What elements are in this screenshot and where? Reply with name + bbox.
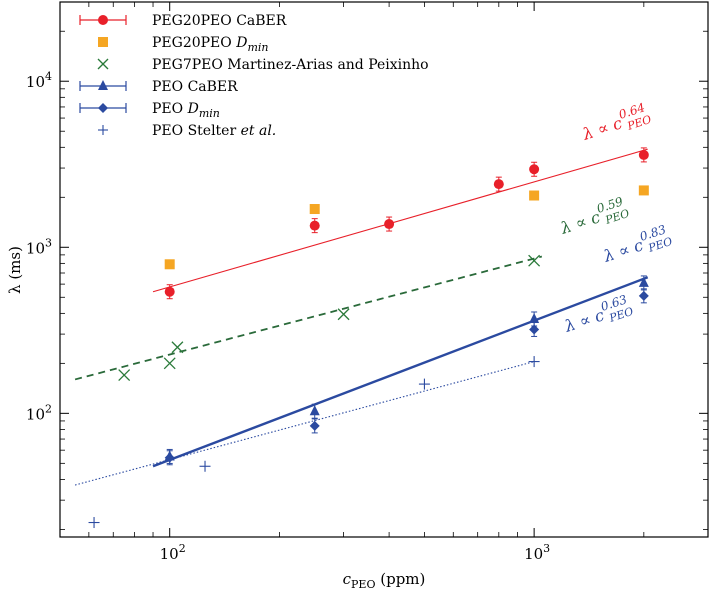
legend-label-4: PEO CaBER xyxy=(152,79,238,95)
legend: PEG20PEO CaBER PEG20PEO Dmin PEG7PEO Marti… xyxy=(79,13,429,139)
data-point-series-6 xyxy=(88,517,100,529)
legend-label-3: PEG7PEO Martinez-Arias and Peixinho xyxy=(152,57,429,73)
data-point-series-5 xyxy=(164,452,175,463)
fit-line-0.64 xyxy=(152,148,648,293)
legend-marker-5 xyxy=(98,103,108,113)
axis-labels: cPEO (ppm) λ (ms) xyxy=(6,246,425,591)
data-point-series-2 xyxy=(309,204,320,215)
data-point-series-5 xyxy=(529,324,540,335)
data-point-series-5 xyxy=(309,420,320,431)
x-axis-label: cPEO (ppm) xyxy=(343,570,426,591)
legend-marker-4 xyxy=(98,80,108,90)
x-tick-label: 102 xyxy=(160,542,186,563)
data-point-series-1 xyxy=(309,220,320,231)
fit-lines xyxy=(74,148,649,486)
legend-marker-2 xyxy=(98,37,108,47)
y-axis-label: λ (ms) xyxy=(6,246,24,294)
legend-marker-1 xyxy=(98,15,108,25)
data-point-series-2 xyxy=(529,190,540,201)
axis-ticks: 102 103 102 103 104 xyxy=(26,1,709,563)
data-point-series-5 xyxy=(638,290,649,301)
data-points xyxy=(88,147,649,529)
x-tick-label: 103 xyxy=(524,542,550,563)
y-tick-label: 104 xyxy=(26,70,52,91)
data-point-series-1 xyxy=(493,179,504,190)
legend-label-5: PEO Dmin xyxy=(152,101,220,120)
legend-label-2: PEG20PEO Dmin xyxy=(152,35,269,54)
fit-line-0.63 xyxy=(74,361,535,486)
legend-label-6: PEO Stelter et al. xyxy=(152,123,276,139)
legend-label-1: PEG20PEO CaBER xyxy=(152,13,287,29)
data-point-series-3 xyxy=(163,357,176,370)
y-tick-label: 102 xyxy=(26,402,52,423)
legend-marker-3 xyxy=(97,58,109,70)
data-point-series-4 xyxy=(529,312,540,323)
data-point-series-6 xyxy=(199,460,211,472)
fit-line-0.59 xyxy=(74,255,543,381)
data-point-series-3 xyxy=(337,308,350,321)
y-tick-label: 103 xyxy=(26,236,52,257)
data-point-series-2 xyxy=(638,185,649,196)
data-point-series-6 xyxy=(418,378,430,390)
data-point-series-6 xyxy=(528,356,540,368)
data-point-series-3 xyxy=(118,369,131,382)
plot-frame xyxy=(59,1,709,538)
data-point-series-1 xyxy=(638,149,649,160)
data-point-series-3 xyxy=(528,254,541,267)
data-point-series-3 xyxy=(171,341,184,354)
data-point-series-1 xyxy=(164,286,175,297)
legend-marker-6 xyxy=(98,125,108,135)
fit-label-0.83: λ ∝ c0.83PEO xyxy=(599,222,674,269)
data-point-series-1 xyxy=(384,219,395,230)
fit-line-0.83 xyxy=(152,276,649,468)
fit-label-0.63: λ ∝ c0.63PEO xyxy=(560,292,635,339)
data-point-series-2 xyxy=(164,259,175,270)
fit-label-0.64: λ ∝ c0.64PEO xyxy=(578,100,653,147)
data-point-series-1 xyxy=(529,164,540,175)
fit-label-0.59: λ ∝ c0.59PEO xyxy=(556,194,631,241)
data-point-series-4 xyxy=(309,405,320,416)
data-point-series-4 xyxy=(638,276,649,287)
